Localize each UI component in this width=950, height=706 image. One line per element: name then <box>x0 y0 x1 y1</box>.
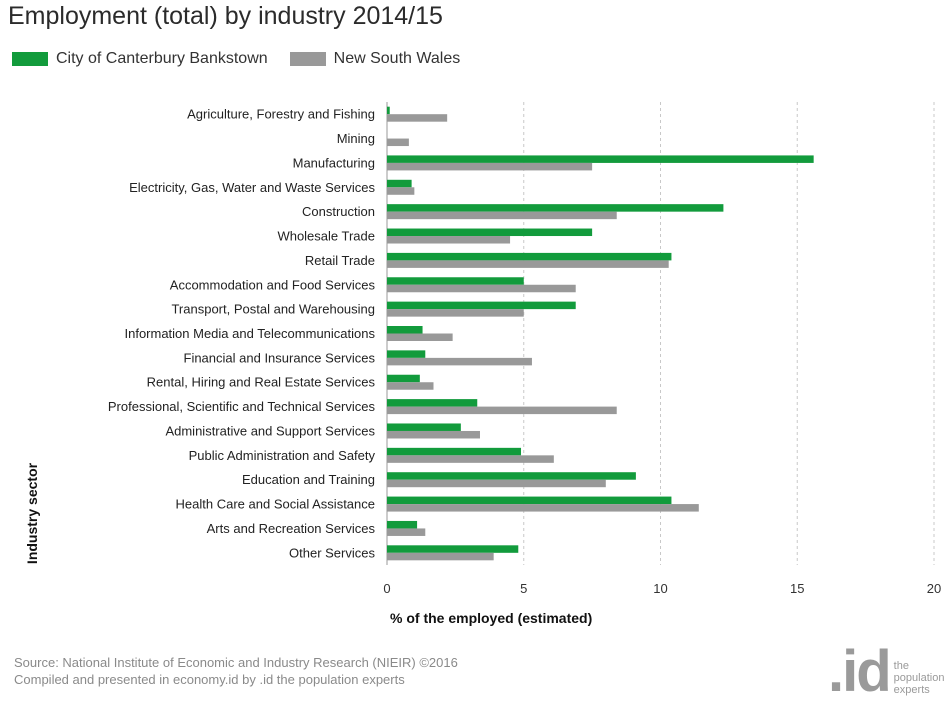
tagline-word: the <box>893 660 909 672</box>
bar <box>387 423 461 431</box>
category-label: Wholesale Trade <box>277 229 375 244</box>
id-logo: .id the population experts <box>828 639 945 704</box>
bar <box>387 114 448 122</box>
bar <box>387 138 409 147</box>
bar <box>387 236 511 244</box>
bar <box>387 382 434 390</box>
bar <box>387 187 415 195</box>
bar <box>387 496 672 505</box>
bar <box>387 179 412 188</box>
category-label: Public Administration and Safety <box>189 448 376 463</box>
category-label: Transport, Postal and Warehousing <box>171 302 375 317</box>
legend-swatch-grey <box>289 52 326 66</box>
bar <box>387 430 480 439</box>
bar-chart: 0 5 10 15 20 Agriculture, Forestry and Fishin… <box>24 102 941 626</box>
legend-swatch-green <box>12 52 48 66</box>
category-label: Retail Trade <box>305 253 375 268</box>
bar <box>387 406 617 415</box>
category-label: Information Media and Telecommunications <box>124 326 375 341</box>
category-label: Arts and Recreation Services <box>207 521 376 536</box>
category-label: Health Care and Social Assistance <box>176 497 375 512</box>
id-logo-mark: .id <box>828 639 892 704</box>
bar <box>387 552 494 561</box>
bar <box>387 204 724 212</box>
category-label: Electricity, Gas, Water and Waste Servic… <box>129 180 375 195</box>
category-label: Administrative and Support Services <box>165 423 375 438</box>
category-label: Rental, Hiring and Real Estate Services <box>147 375 376 390</box>
bar <box>387 374 420 383</box>
legend-item-nsw: New South Wales <box>289 50 461 68</box>
bar <box>387 106 390 115</box>
bar <box>387 545 519 553</box>
bar <box>387 155 814 163</box>
x-tick-label: 5 <box>520 581 527 596</box>
category-label: Financial and Insurance Services <box>184 350 376 365</box>
source-line: Source: National Institute of Economic a… <box>14 655 458 670</box>
legend-item-canterbury-bankstown: City of Canterbury Bankstown <box>12 50 268 68</box>
bar <box>387 479 606 488</box>
x-tick-label: 0 <box>383 581 390 596</box>
bar <box>387 162 593 171</box>
category-label: Professional, Scientific and Technical S… <box>108 399 376 414</box>
y-axis-title: Industry sector <box>24 462 40 564</box>
bar <box>387 252 672 261</box>
bar <box>387 326 423 334</box>
bar <box>387 301 576 310</box>
legend: City of Canterbury Bankstown New South W… <box>12 50 482 68</box>
legend-label: New South Wales <box>333 50 461 67</box>
legend-label: City of Canterbury Bankstown <box>56 50 268 67</box>
x-tick-label: 15 <box>790 581 804 596</box>
category-label: Construction <box>302 204 375 219</box>
compiled-line: Compiled and presented in economy.id by … <box>14 672 405 687</box>
x-axis-title: % of the employed (estimated) <box>390 610 592 626</box>
bar <box>387 447 522 456</box>
bar <box>387 350 426 358</box>
tagline-word: experts <box>893 684 930 696</box>
bar <box>387 399 478 407</box>
chart-title: Employment (total) by industry 2014/15 <box>8 2 443 30</box>
bar <box>387 455 554 463</box>
category-label: Accommodation and Food Services <box>170 277 376 292</box>
category-label: Agriculture, Forestry and Fishing <box>187 107 375 122</box>
bar <box>387 357 532 366</box>
x-tick-label: 10 <box>653 581 667 596</box>
category-label: Education and Training <box>242 472 375 487</box>
bar <box>387 284 576 293</box>
bar <box>387 228 593 237</box>
bar <box>387 504 699 512</box>
id-logo-tagline: the population experts <box>894 660 945 696</box>
bar <box>387 520 418 529</box>
bar <box>387 528 426 536</box>
x-tick-label: 20 <box>927 581 941 596</box>
bar <box>387 309 524 317</box>
bar <box>387 333 453 341</box>
category-label: Mining <box>337 131 375 146</box>
bar <box>387 472 636 480</box>
bar <box>387 260 669 268</box>
source-footer: Source: National Institute of Economic a… <box>14 654 458 688</box>
tagline-word: population <box>893 672 945 684</box>
category-label: Other Services <box>289 545 375 560</box>
bar <box>387 277 524 285</box>
bar <box>387 211 617 220</box>
category-label: Manufacturing <box>293 155 375 170</box>
